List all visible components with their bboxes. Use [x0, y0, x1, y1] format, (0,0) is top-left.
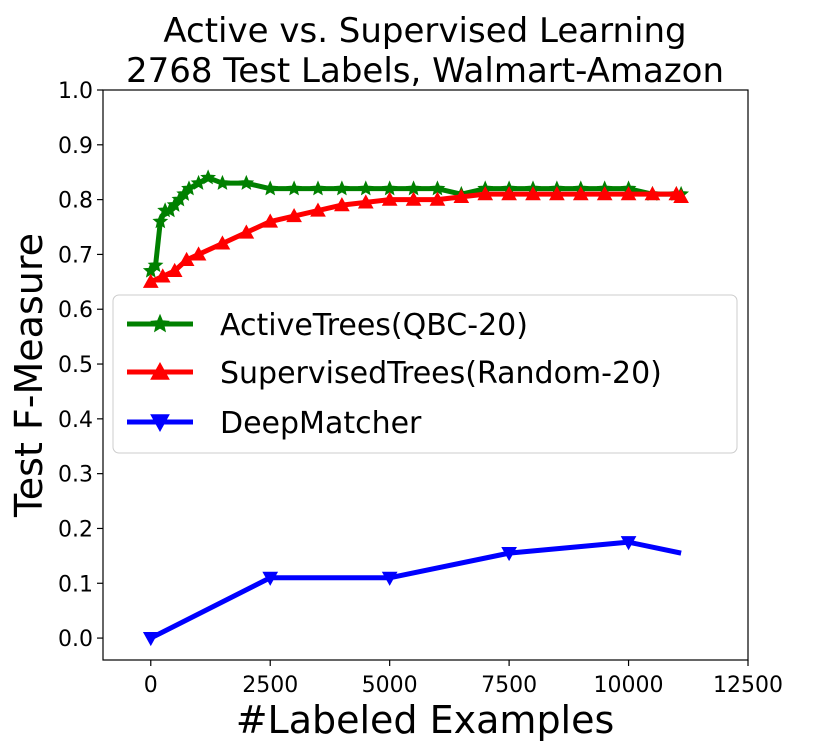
data-point — [166, 262, 183, 277]
y-tick-label: 0.6 — [58, 298, 93, 323]
y-axis-label: Test F-Measure — [7, 233, 51, 518]
legend-label: SupervisedTrees(Random-20) — [220, 356, 662, 391]
x-tick-label: 5000 — [362, 673, 418, 698]
data-point — [357, 180, 374, 196]
data-point — [154, 268, 171, 283]
data-point — [572, 186, 589, 201]
data-point — [214, 235, 231, 250]
legend-marker — [150, 414, 170, 433]
x-axis-ticks: 0 2500 5000 7500 10000 12500 — [144, 660, 783, 698]
y-tick-label: 0.7 — [58, 243, 93, 268]
x-axis-label: #Labeled Examples — [236, 698, 615, 742]
data-point — [596, 186, 613, 201]
data-point — [152, 213, 169, 229]
data-point — [310, 180, 326, 196]
data-point — [501, 186, 517, 201]
legend-marker — [150, 313, 170, 333]
y-tick-label: 0.2 — [58, 517, 93, 542]
data-point — [333, 180, 350, 196]
y-tick-label: 0.3 — [58, 463, 93, 488]
legend-box — [112, 294, 738, 454]
y-tick-label: 1.0 — [58, 79, 93, 104]
series-activetrees-qbc-20 — [142, 169, 690, 278]
data-point — [262, 213, 279, 228]
series-supervisedtrees-random-20 — [142, 186, 689, 288]
x-tick-label: 12500 — [713, 673, 783, 698]
x-tick-label: 2500 — [242, 673, 298, 698]
data-point — [644, 186, 661, 201]
data-point — [429, 191, 446, 206]
data-point — [147, 257, 164, 273]
data-point — [310, 202, 326, 217]
plot-series — [142, 169, 690, 647]
chart-title-line1: Active vs. Supervised Learning — [163, 11, 686, 51]
y-axis-ticks: 0.0 0.1 0.2 0.3 0.4 0.5 0.6 0.7 0.8 0.9 1.0 — [58, 79, 103, 652]
chart-title-line2: 2768 Test Labels, Walmart-Amazon — [126, 51, 724, 91]
data-point — [238, 224, 255, 239]
plot-frame — [102, 89, 749, 661]
data-point — [334, 197, 350, 212]
y-tick-label: 0.8 — [58, 189, 93, 214]
legend: ActiveTrees(QBC-20) SupervisedTrees(Rando… — [112, 294, 738, 454]
y-tick-label: 0.0 — [58, 627, 93, 652]
data-point — [286, 208, 302, 223]
series-deepmatcher — [142, 536, 682, 647]
x-tick-label: 7500 — [481, 673, 537, 698]
data-point — [381, 191, 398, 206]
data-point — [214, 174, 231, 190]
data-point — [262, 571, 279, 586]
data-point — [620, 186, 637, 201]
y-tick-label: 0.5 — [58, 353, 93, 378]
data-point — [238, 174, 255, 190]
data-point — [190, 246, 207, 261]
y-tick-label: 0.9 — [58, 134, 93, 159]
data-point — [286, 180, 303, 196]
legend-marker — [150, 361, 170, 380]
data-point — [453, 188, 470, 203]
data-point — [190, 174, 207, 190]
legend-item: DeepMatcher — [127, 406, 422, 441]
data-point — [381, 571, 398, 586]
data-point — [142, 631, 159, 647]
data-point — [262, 180, 279, 196]
data-point — [673, 188, 689, 203]
data-point — [405, 191, 422, 206]
x-tick-label: 0 — [144, 673, 158, 698]
legend-label: ActiveTrees(QBC-20) — [220, 308, 528, 343]
data-point — [357, 194, 374, 209]
legend-item: ActiveTrees(QBC-20) — [127, 308, 528, 343]
data-point — [620, 536, 637, 551]
series-line — [149, 539, 682, 641]
data-point — [181, 180, 197, 196]
data-point — [525, 186, 541, 201]
legend-label: DeepMatcher — [220, 406, 422, 441]
series-line — [149, 191, 683, 285]
data-point — [200, 169, 217, 185]
x-tick-label: 10000 — [594, 673, 664, 698]
data-point — [178, 251, 195, 267]
data-point — [477, 186, 494, 201]
y-tick-label: 0.4 — [58, 408, 93, 433]
data-point — [549, 186, 565, 201]
data-point — [142, 273, 159, 288]
data-point — [501, 547, 517, 562]
legend-item: SupervisedTrees(Random-20) — [127, 356, 662, 391]
y-tick-label: 0.1 — [58, 572, 93, 597]
